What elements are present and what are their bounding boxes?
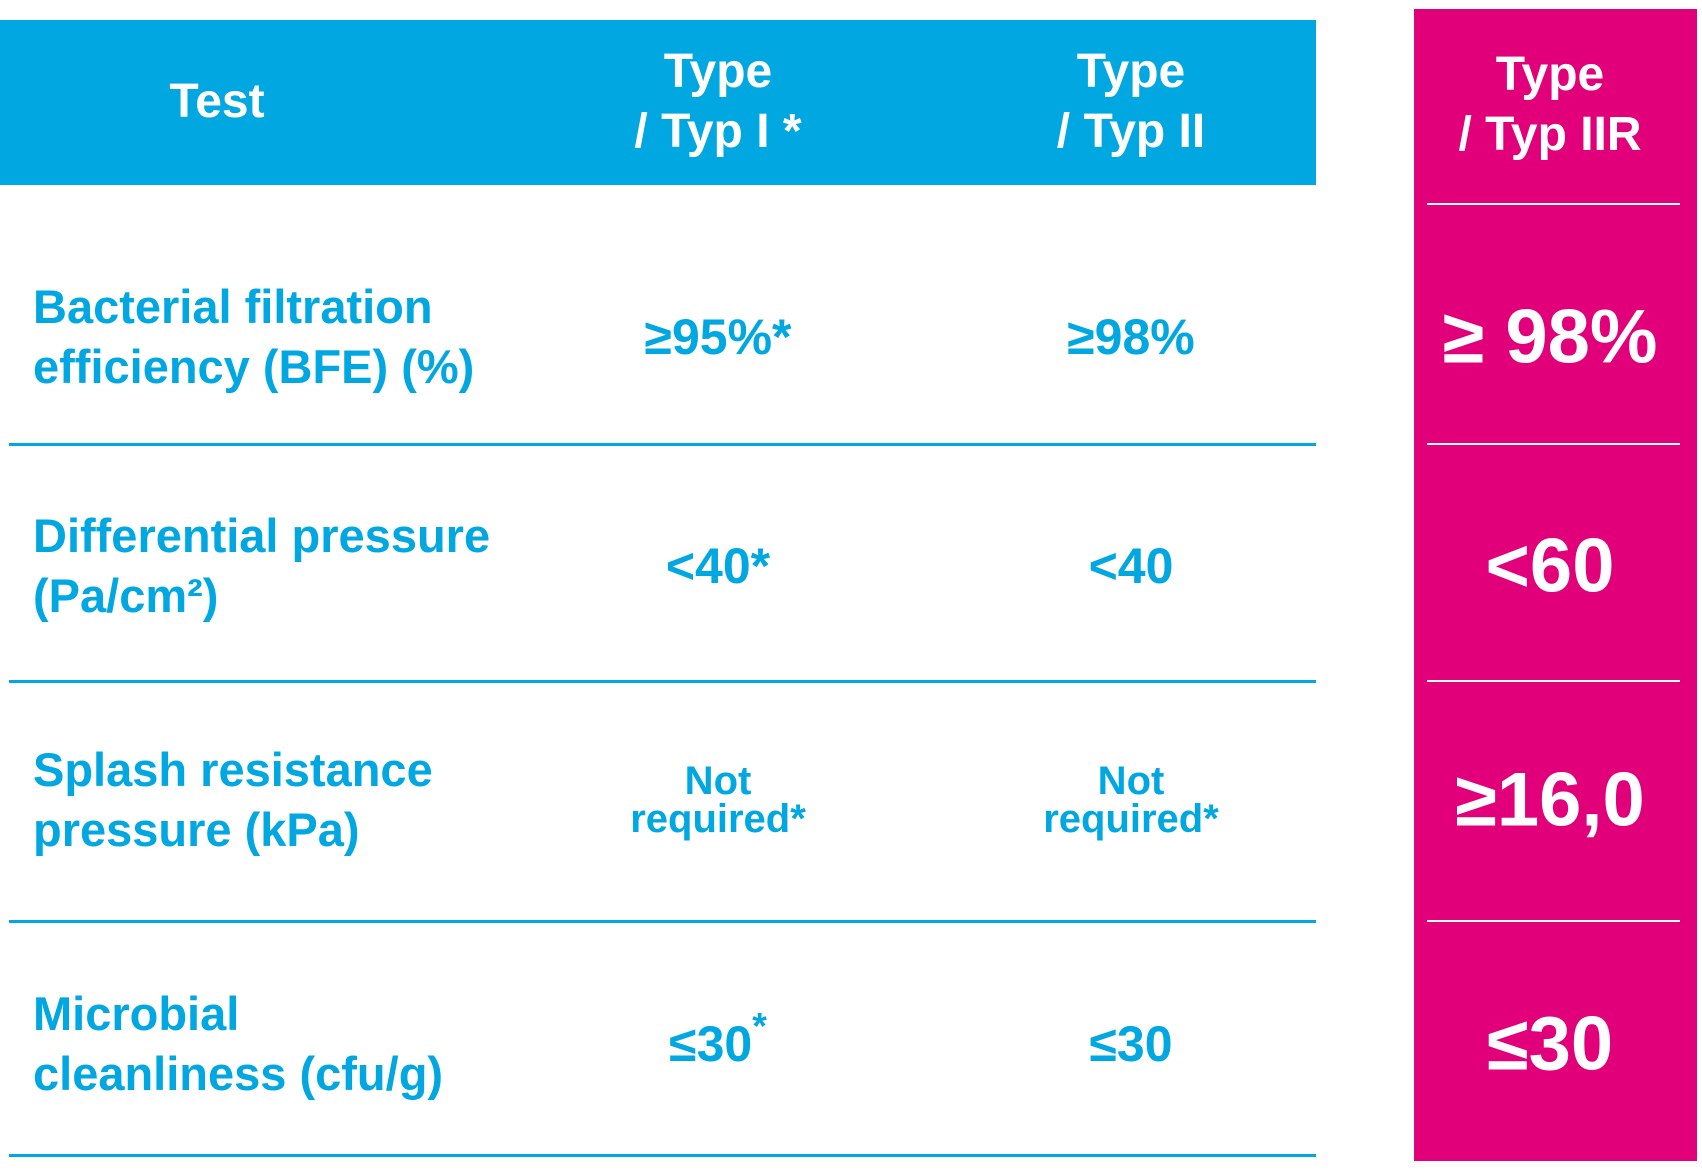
column-divider (1427, 203, 1680, 205)
header-text: Type (1076, 45, 1186, 98)
label-text: Microbial (33, 987, 240, 1040)
row-label: Microbial cleanliness (cfu/g) (33, 984, 443, 1104)
value-cell: Not required* (630, 759, 806, 841)
header-text: / Typ II (1056, 105, 1206, 158)
superscript: * (752, 1004, 767, 1047)
label-text: Differential pressure (33, 509, 491, 562)
value-text: ≤30 (1486, 1001, 1614, 1087)
row-divider (9, 680, 1316, 683)
label-text: Splash resistance (33, 743, 433, 796)
column-divider (1427, 920, 1680, 922)
value-text: ≤30* (669, 1004, 767, 1072)
row-divider (9, 443, 1316, 446)
value-text: <40* (665, 538, 771, 594)
value-cell: ≤30 (1487, 998, 1613, 1089)
header-cell: Test (169, 72, 264, 132)
value-cell: ≥16,0 (1455, 754, 1645, 845)
value-text: ≥ 98% (1442, 294, 1658, 380)
column-divider (1427, 443, 1680, 445)
header-text: / Typ IIR (1458, 108, 1642, 161)
value-text: required* (1043, 797, 1219, 841)
row-divider (9, 920, 1316, 923)
header-text: Type (1495, 48, 1605, 101)
value-cell: ≤30 (1089, 1014, 1172, 1074)
value-text: Not (1097, 759, 1165, 803)
label-text: cleanliness (cfu/g) (33, 1047, 444, 1100)
row-label: Bacterial filtration efficiency (BFE) (%) (33, 277, 474, 397)
highlight-column (1414, 9, 1697, 1161)
value-text: ≥98% (1067, 309, 1195, 365)
value-text: <40 (1088, 538, 1174, 594)
header-text: Type (663, 45, 773, 98)
value-cell: <40 (1089, 536, 1174, 596)
header-cell: Type / Typ I * (634, 42, 801, 162)
header-text: Test (169, 75, 265, 128)
value-cell: Not required* (1043, 759, 1219, 841)
label-text: Bacterial filtration (33, 280, 433, 333)
value-cell: ≥95%* (645, 307, 792, 367)
header-cell: Type / Typ IIR (1458, 45, 1641, 165)
value-cell: ≥ 98% (1443, 291, 1658, 382)
header-band (0, 20, 1316, 185)
row-label: Splash resistance pressure (kPa) (33, 740, 433, 860)
header-text: / Typ I * (634, 105, 802, 158)
column-divider (1427, 680, 1680, 682)
value-text: required* (630, 797, 806, 841)
value-text: Not (684, 759, 752, 803)
label-text: efficiency (BFE) (%) (33, 340, 475, 393)
header-cell: Type / Typ II (1057, 42, 1205, 162)
value-cell: <40* (666, 536, 770, 596)
row-divider (9, 1154, 1316, 1157)
value-cell: <60 (1486, 520, 1615, 611)
label-text: pressure (kPa) (33, 803, 360, 856)
value-cell: ≥98% (1067, 307, 1195, 367)
value-text: <60 (1485, 523, 1615, 609)
label-text: (Pa/cm²) (33, 569, 219, 622)
row-label: Differential pressure (Pa/cm²) (33, 506, 490, 626)
value-cell: ≤30* (669, 1004, 767, 1074)
value-text: ≤30 (1089, 1016, 1173, 1072)
value-text: ≥95%* (644, 309, 792, 365)
value-text: ≥16,0 (1455, 757, 1645, 843)
